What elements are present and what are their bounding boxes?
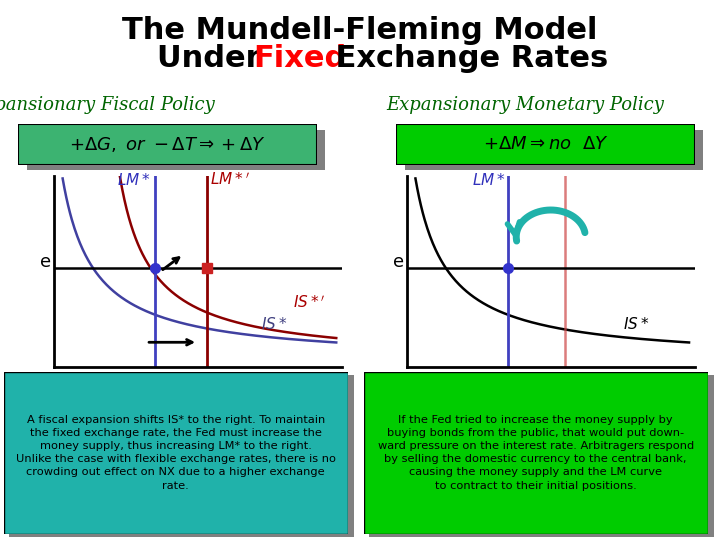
FancyBboxPatch shape (405, 130, 703, 170)
Text: $IS*'$: $IS*'$ (293, 294, 325, 311)
FancyBboxPatch shape (396, 124, 695, 165)
Text: Fixed: Fixed (253, 44, 347, 73)
Text: $+\Delta M\Rightarrow no\ \ \Delta Y$: $+\Delta M\Rightarrow no\ \ \Delta Y$ (482, 136, 608, 153)
Text: $IS*$: $IS*$ (261, 316, 288, 332)
Text: Expansionary Monetary Policy: Expansionary Monetary Policy (387, 96, 665, 114)
FancyBboxPatch shape (27, 130, 325, 170)
FancyBboxPatch shape (4, 372, 348, 534)
Text: $IS*$: $IS*$ (623, 316, 649, 332)
FancyBboxPatch shape (369, 375, 714, 537)
Y-axis label: e: e (393, 253, 404, 271)
Text: $LM*$: $LM*$ (472, 172, 506, 188)
X-axis label: Income, output, $Y$: Income, output, $Y$ (488, 370, 613, 387)
Text: The Mundell-Fleming Model: The Mundell-Fleming Model (122, 16, 598, 45)
Text: Under: Under (157, 44, 271, 73)
Text: $LM*$: $LM*$ (117, 172, 150, 188)
Text: If the Fed tried to increase the money supply by
buying bonds from the public, t: If the Fed tried to increase the money s… (377, 415, 694, 490)
Y-axis label: e: e (40, 253, 51, 271)
Text: A fiscal expansion shifts IS* to the right. To maintain
the fixed exchange rate,: A fiscal expansion shifts IS* to the rig… (16, 415, 336, 490)
X-axis label: Income, output, $Y$: Income, output, $Y$ (135, 370, 261, 387)
Text: Exchange Rates: Exchange Rates (325, 44, 608, 73)
FancyBboxPatch shape (364, 372, 708, 534)
Text: $LM*'$: $LM*'$ (210, 172, 250, 188)
Text: $+\Delta G,\ or\ -\Delta T\Rightarrow +\Delta Y$: $+\Delta G,\ or\ -\Delta T\Rightarrow +\… (69, 135, 266, 154)
FancyBboxPatch shape (18, 124, 317, 165)
Text: Expansionary Fiscal Policy: Expansionary Fiscal Policy (0, 96, 215, 114)
FancyBboxPatch shape (9, 375, 354, 537)
